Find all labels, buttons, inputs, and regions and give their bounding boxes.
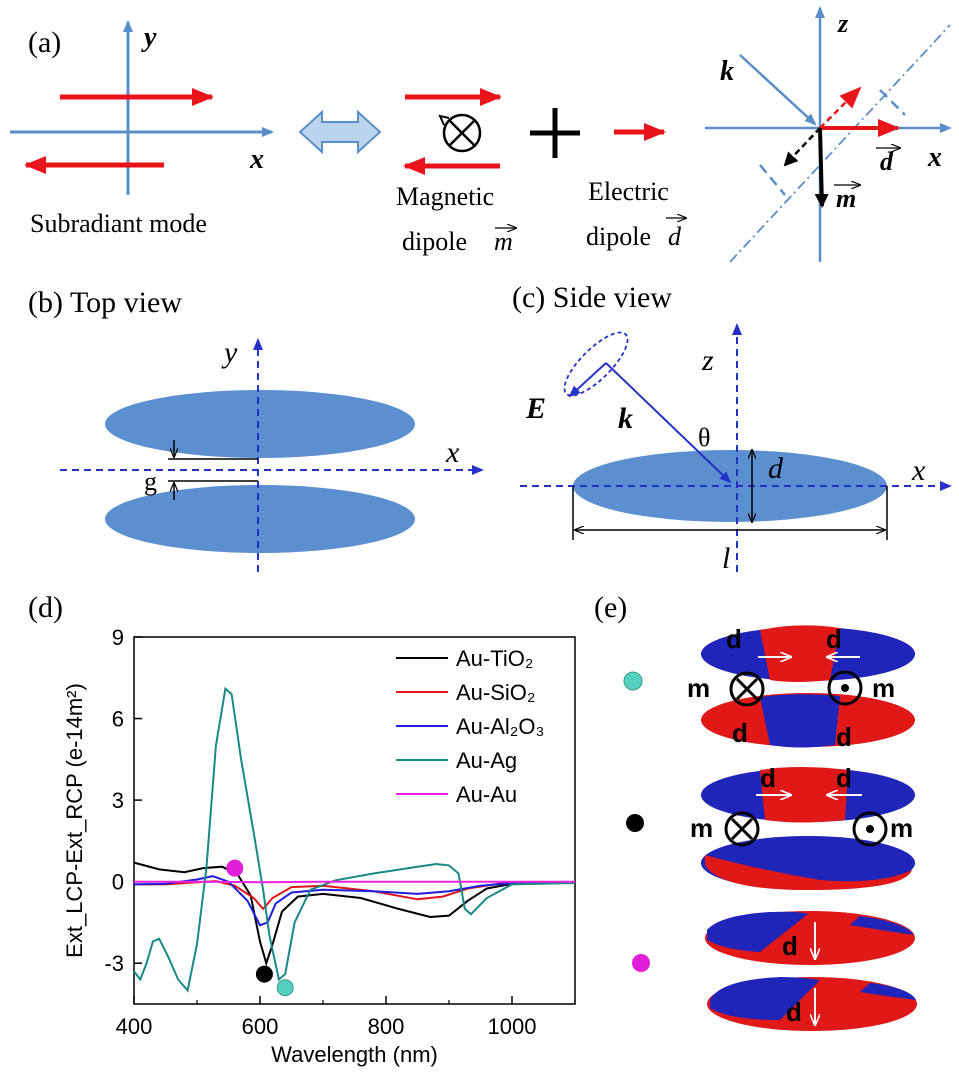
magnetic-symbol: m [494, 227, 513, 256]
e-row1-d4: d [836, 722, 852, 752]
legend-label: Au-SiO₂ [456, 680, 535, 705]
c-e-label: E [525, 392, 546, 425]
a-y-label: y [141, 22, 157, 53]
e-row2-into-icon [724, 811, 760, 847]
e-row3-magenta-marker [632, 954, 650, 972]
bottom-nanorod [105, 485, 415, 553]
a-k-vector [739, 54, 817, 126]
marker-dot [276, 979, 294, 997]
panel-a-label: (a) [28, 26, 61, 59]
e-row2-m1: m [690, 813, 713, 843]
electric-caption-1: Electric [588, 177, 669, 206]
e-row2-d1: d [760, 763, 776, 793]
panel-d: (d) 400 600 800 1000 9 6 3 0 -3 Wavelength (nm) Ex… [28, 591, 576, 1067]
c-z-label: z [701, 344, 714, 377]
e-row2-m2: m [890, 813, 913, 843]
x-tick-label: 800 [368, 1014, 405, 1039]
legend-label: Au-TiO₂ [456, 646, 533, 671]
e-row3-d1: d [782, 931, 798, 961]
panel-c: (c) Side view z x E k θ d l [512, 281, 952, 575]
marker-dot [226, 859, 244, 877]
gap-label: g [144, 467, 157, 496]
series-line [133, 875, 576, 927]
a-right-d-label: d [880, 147, 894, 176]
e-row2-black-marker [626, 814, 644, 832]
c-x-label: x [911, 454, 926, 487]
e-row1: d d m m d d [687, 624, 915, 752]
magnetic-caption-1: Magnetic [396, 182, 494, 211]
series-line [134, 880, 575, 884]
y-tick-label: 6 [112, 707, 124, 732]
series-line [133, 686, 576, 993]
e-row2: d d m m [690, 763, 915, 890]
panel-a: (a) y x Subradiant mode Magnetic dipole … [10, 6, 952, 263]
y-axis-title: Ext_LCP-Ext_RCP (e-14m²) [62, 683, 87, 958]
panel-b-label: (b) Top view [28, 286, 182, 319]
legend-label: Au-Ag [456, 748, 517, 773]
a-right-x-label: x [927, 142, 942, 173]
e-row1-teal-marker [623, 671, 643, 691]
e-row2-d2: d [836, 763, 852, 793]
electric-symbol: d [668, 222, 682, 251]
y-tick-label: 9 [112, 625, 124, 650]
e-row1-out-icon [827, 670, 863, 706]
e-row1-d2: d [826, 624, 842, 654]
a-right-k-label: k [720, 56, 734, 87]
subradiant-caption: Subradiant mode [30, 209, 207, 238]
magnetic-caption-2: dipole [402, 227, 467, 256]
series-line [133, 861, 576, 967]
top-nanorod [105, 390, 415, 458]
e-row3-d2: d [786, 997, 802, 1027]
y-tick-label: 0 [112, 870, 124, 895]
c-theta-label: θ [698, 423, 710, 452]
a-x-label: x [249, 144, 264, 175]
panel-e: (e) d d m m d d [594, 591, 917, 1031]
chart-d: 400 600 800 1000 9 6 3 0 -3 Wavelength (nm) Ext_LC… [62, 625, 576, 1067]
a-dashdot-line [729, 24, 951, 263]
into-page-circle-icon [438, 113, 482, 153]
e-row1-m2: m [872, 673, 895, 703]
e-row1-d1: d [726, 624, 742, 654]
c-k-vector [605, 362, 732, 484]
y-tick-label: 3 [112, 788, 124, 813]
a-right-z-label: z [837, 9, 849, 38]
x-tick-label: 1000 [488, 1014, 537, 1039]
a-m-vector [814, 127, 829, 208]
panel-c-label: (c) Side view [512, 281, 672, 314]
panel-d-label: (d) [28, 591, 63, 624]
x-axis-title: Wavelength (nm) [271, 1042, 438, 1067]
polarization-ellipse [563, 331, 629, 397]
b-y-label: y [221, 336, 238, 369]
marker-dot [255, 965, 273, 983]
panel-b: (b) Top view y x g [28, 286, 484, 572]
c-k-label: k [618, 402, 633, 435]
electric-caption-2: dipole [586, 222, 651, 251]
e-row3: d d [705, 911, 917, 1031]
y-tick-label: -3 [104, 951, 124, 976]
c-e-vector [568, 362, 607, 398]
b-x-label: x [445, 436, 460, 469]
c-l-label: l [722, 542, 730, 575]
c-d-label: d [768, 452, 784, 485]
legend-label: Au-Al₂O₃ [456, 714, 544, 739]
e-row1-m1: m [687, 673, 710, 703]
e-row1-into-icon [729, 671, 765, 707]
equivalence-double-arrow [298, 109, 382, 155]
e-row2-out-icon [852, 811, 888, 847]
a-right-m-label: m [836, 184, 856, 213]
panel-e-label: (e) [594, 591, 627, 624]
e-row1-d3: d [732, 718, 748, 748]
legend-label: Au-Au [456, 782, 517, 807]
plot-frame [133, 636, 576, 1005]
x-tick-label: 400 [116, 1014, 153, 1039]
x-tick-label: 600 [242, 1014, 279, 1039]
